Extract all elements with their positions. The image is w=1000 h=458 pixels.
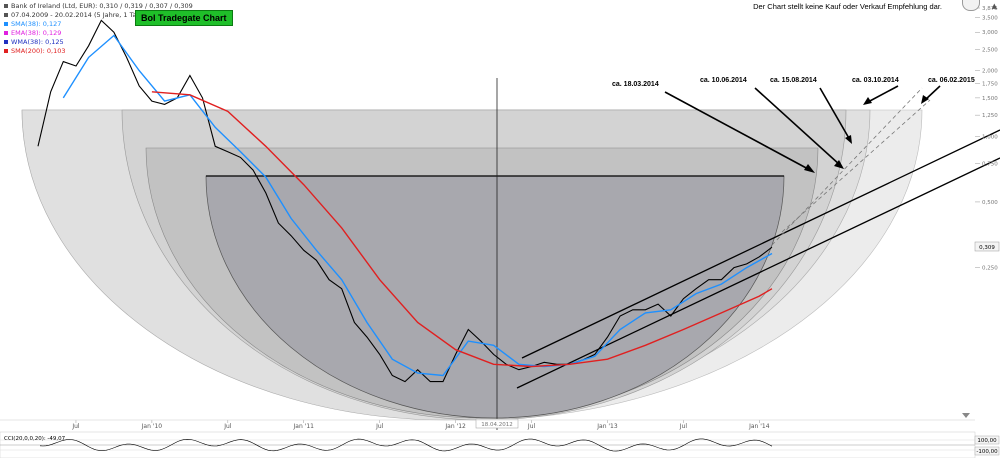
x-tick-label-1: Jan '10 — [141, 423, 163, 430]
y-tick-label-0: 3,875 — [982, 6, 998, 12]
x-tick-label-2: Jul — [223, 423, 232, 430]
bowl-layer-1 — [205, 175, 785, 419]
cci-label: CCI(20,0,0,20): -49,07 — [4, 436, 66, 442]
annotation-arrow-2 — [754, 87, 841, 166]
legend-item-0: Bank of Ireland (Ltd, EUR): 0,310 / 0,31… — [4, 2, 193, 10]
x-tick-label-4: Jul — [375, 423, 384, 430]
disclaimer-text: Der Chart stellt keine Kauf oder Verkauf… — [753, 2, 942, 11]
y-tick-label-2: 3,000 — [982, 30, 998, 36]
y-tick-label-10: 0,500 — [982, 200, 998, 206]
y-tick-label-7: 1,250 — [982, 113, 998, 119]
series-line-0 — [37, 19, 773, 383]
legend-item-2: SMA(38): 0,127 — [4, 20, 61, 28]
annotation-arrowhead-4 — [863, 97, 872, 105]
annotation-arrowhead-1 — [804, 164, 815, 173]
series-layer — [37, 19, 773, 383]
y-tick-label-6: 1,500 — [982, 96, 998, 102]
x-tick-label-5: Jan '12 — [444, 423, 466, 430]
channel-upper-line — [521, 129, 1000, 359]
cci-upper-label: 100,00 — [977, 438, 997, 444]
legend-swatch — [4, 22, 8, 26]
x-tick-label-0: Jul — [71, 423, 80, 430]
annotation-arrow-5 — [924, 85, 941, 101]
annotation-arrowhead-3 — [845, 135, 852, 144]
channel-extension-1 — [771, 87, 923, 246]
legend-item-5: SMA(200): 0,103 — [4, 47, 66, 55]
x-tick-label-7: Jan '13 — [596, 423, 618, 430]
cci-indicator-panel: CCI(20,0,0,20): -49,07 100,00 -100,00 — [0, 431, 1000, 458]
y-tick-label-9: 0,750 — [982, 162, 998, 168]
scroll-down-icon[interactable] — [962, 413, 970, 418]
y-tick-label-11: 0,250 — [982, 266, 998, 272]
cci-lower-label: -100,00 — [976, 449, 998, 455]
legend-item-4: WMA(38): 0,125 — [4, 38, 64, 46]
series-line-2 — [151, 91, 773, 368]
y-tick-label-1: 3,500 — [982, 16, 998, 22]
legend-swatch — [4, 4, 8, 8]
annotation-label-4: ca. 03.10.2014 — [852, 77, 899, 84]
cci-series — [39, 438, 773, 452]
cursor-date-box — [475, 418, 519, 429]
cci-line — [39, 438, 773, 452]
annotation-label-3: ca. 15.08.2014 — [770, 77, 817, 84]
y-tick-label-8: 1,000 — [982, 134, 998, 140]
x-tick-label-3: Jan '11 — [293, 423, 315, 430]
trend-channel — [516, 87, 1000, 389]
legend-swatch — [4, 40, 8, 44]
legend-item-3: EMA(38): 0,129 — [4, 29, 61, 37]
y-tick-label-4: 2,000 — [982, 69, 998, 75]
annotation-arrowhead-2 — [834, 160, 844, 169]
legend-swatch — [4, 49, 8, 53]
y-tick-label-5: 1,750 — [982, 81, 998, 87]
legend-swatch — [4, 31, 8, 35]
legend-item-1: 07.04.2009 - 20.02.2014 (5 Jahre, 1 Tag) — [4, 11, 143, 19]
annotation-arrowhead-5 — [921, 95, 929, 104]
annotation-label-5: ca. 06.02.2015 — [928, 77, 975, 84]
annotation-label-2: ca. 10.06.2014 — [700, 77, 747, 84]
annotation-arrow-4 — [867, 85, 899, 103]
x-tick-label-6: Jul — [527, 423, 536, 430]
x-tick-label-8: Jul — [679, 423, 688, 430]
cursor-date-label: 18.04.2012 — [481, 422, 513, 428]
annotation-arrow-1 — [664, 91, 811, 171]
channel-extension-2 — [781, 99, 931, 233]
collapse-tab-icon[interactable] — [962, 0, 980, 11]
top-value-icon: ▲ — [991, 2, 997, 10]
series-line-1 — [62, 34, 773, 377]
channel-lower-line — [516, 157, 1000, 389]
cci-upper-box — [974, 435, 1000, 445]
bowl-formation-shading — [21, 109, 923, 421]
x-axis: Jul Jan '10 Jul Jan '11 Jul Jan '12 Jul Jan '13… — [71, 420, 770, 430]
x-tick-label-9: Jan '14 — [748, 423, 770, 430]
annotation-label-1: ca. 18.03.2014 — [612, 81, 659, 88]
y-tick-label-3: 2,500 — [982, 48, 998, 54]
cci-lower-box — [974, 446, 1000, 456]
price-tag-label: 0,309 — [979, 245, 995, 251]
y-axis: 3,875 3,500 3,000 2,500 2,000 1,750 1,500 1,250… — [975, 6, 998, 272]
date-annotations: ca. 18.03.2014 ca. 10.06.2014 ca. 15.08.… — [612, 77, 975, 173]
price-tag-box — [974, 241, 1000, 252]
chart-title-badge: BoI Tradegate Chart — [135, 10, 233, 26]
legend-swatch — [4, 13, 8, 17]
annotation-arrow-3 — [819, 87, 851, 141]
